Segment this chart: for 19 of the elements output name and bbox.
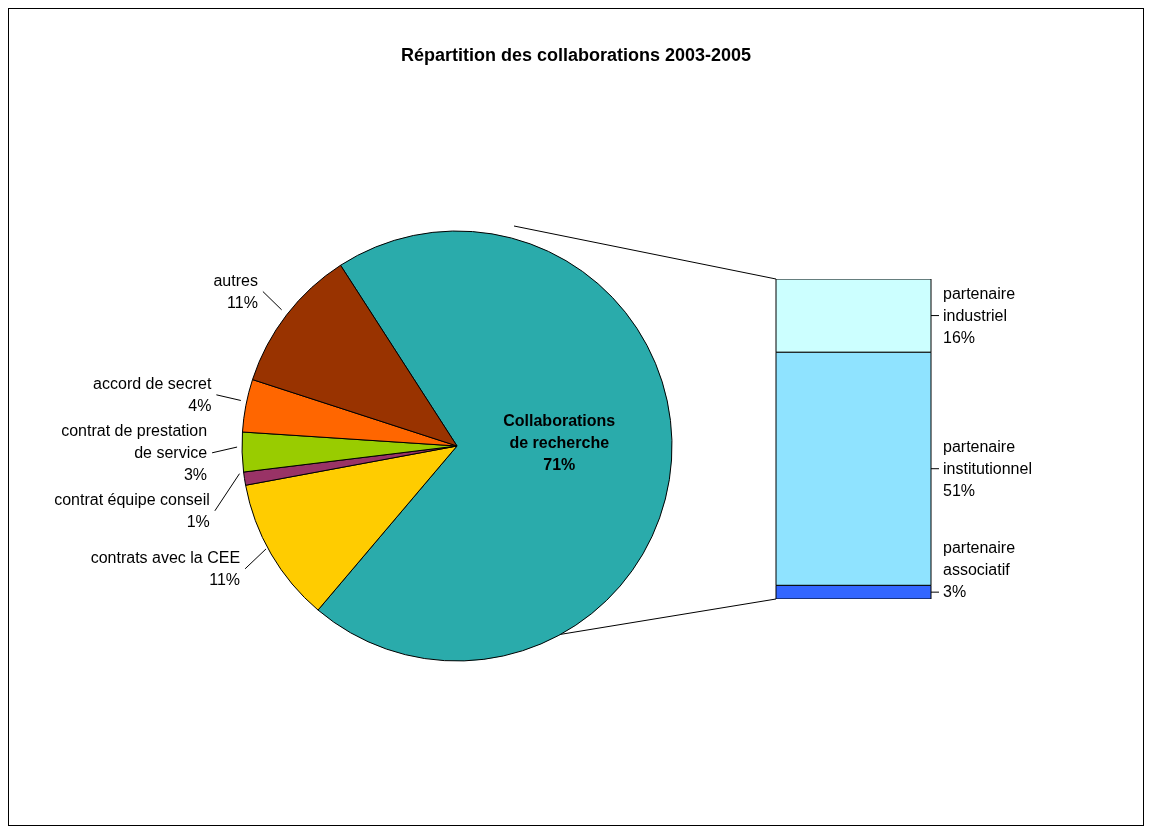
slice-label: contrat équipe conseil [54, 490, 210, 508]
data-label: 71% [543, 456, 576, 473]
series-label: partenaire associatif [943, 539, 1016, 579]
data-label: 4% [188, 396, 212, 414]
slice-label: contrat de prestation de service [61, 421, 208, 461]
data-label: 3% [943, 583, 967, 601]
data-label: 51% [943, 481, 976, 499]
series-label: partenaire industriel [943, 284, 1016, 324]
data-label: 1% [186, 512, 210, 530]
data-label: 11% [227, 293, 258, 311]
slice-label: contrats avec la CEE [90, 548, 241, 566]
data-label: 3% [183, 465, 208, 483]
series-label: partenaire institutionnel [943, 437, 1032, 477]
slice-label: Collaborations de recherche [503, 412, 616, 451]
data-label: 16% [943, 328, 976, 346]
chart-title: Répartition des collaborations 2003-2005 [399, 45, 753, 66]
data-label: 11% [209, 570, 241, 588]
slice-label: autres [213, 271, 258, 289]
slice-label: accord de secret [93, 374, 212, 392]
